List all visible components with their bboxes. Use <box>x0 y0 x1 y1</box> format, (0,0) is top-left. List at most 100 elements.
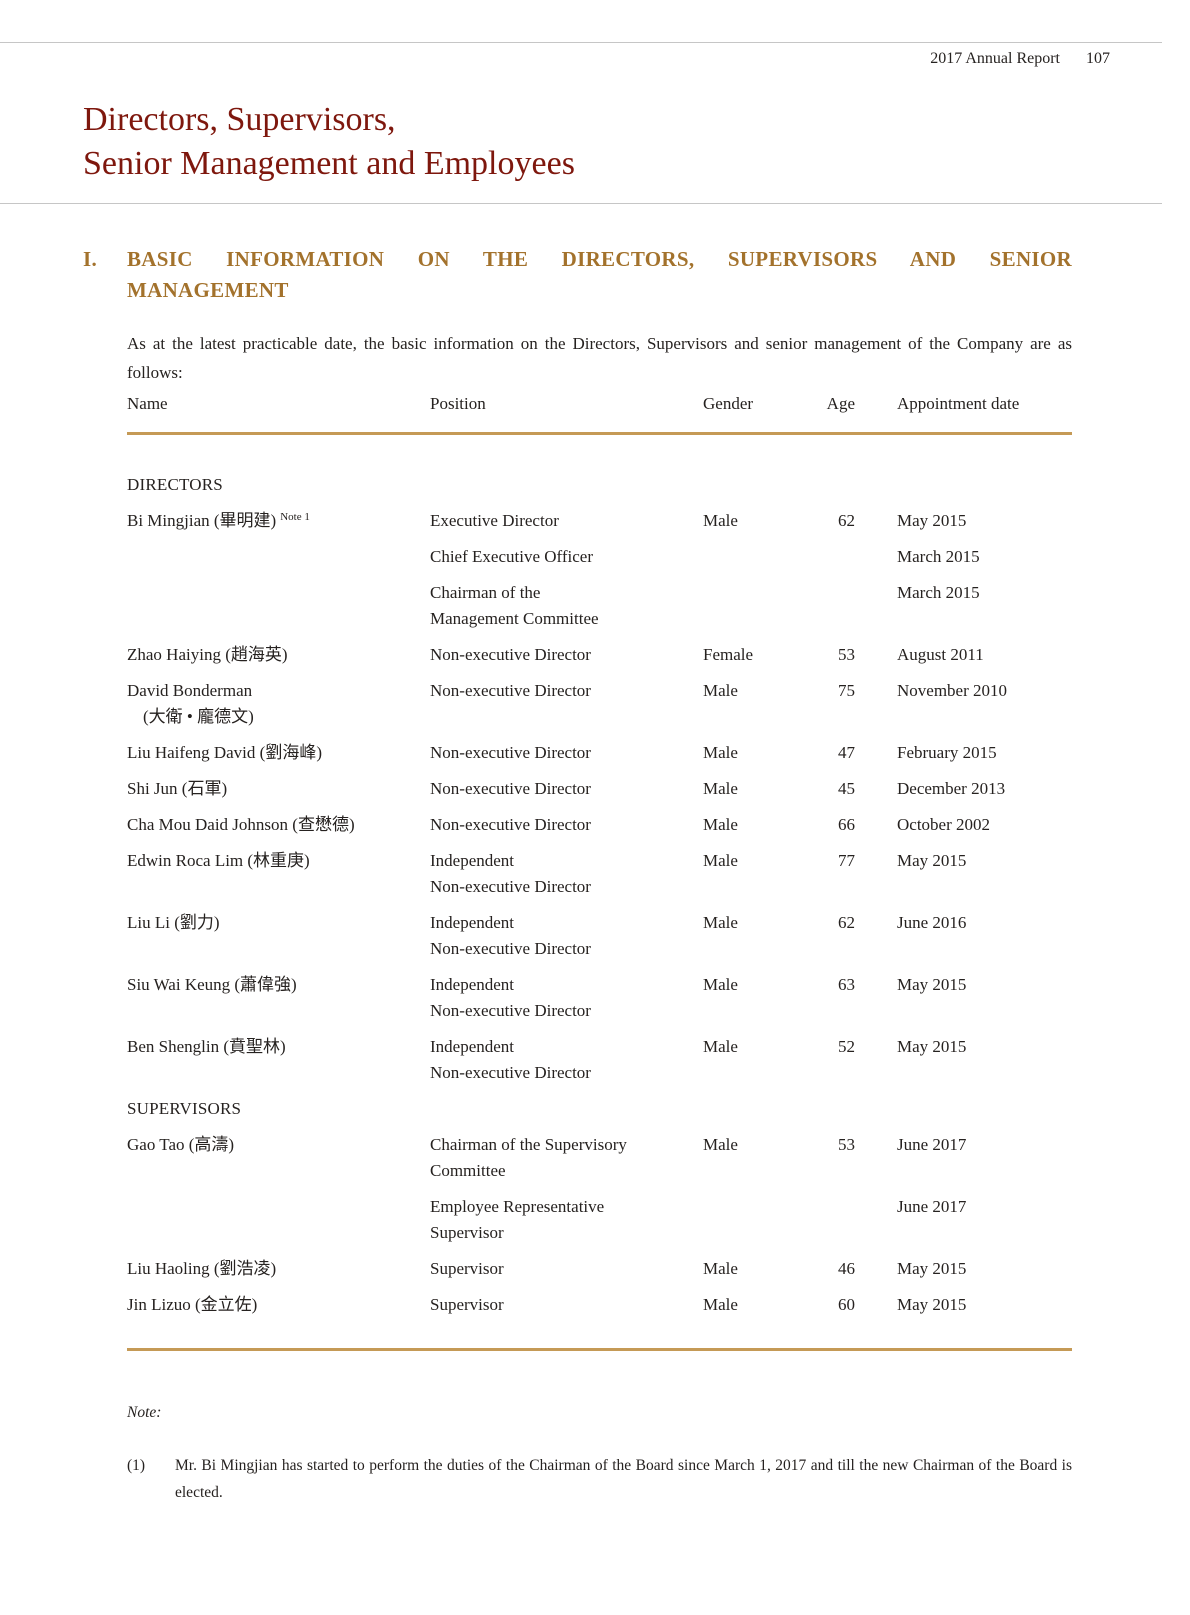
position-cell: Non-executive Director <box>430 743 591 762</box>
table-header-row: Name Position Gender Age Appointment dat… <box>127 392 1072 416</box>
table-row: Employee Representative Supervisor June 20… <box>127 1194 1072 1246</box>
appointment-date-cell: May 2015 <box>897 1295 967 1314</box>
section-heading-line-1: BASIC INFORMATION ON THE DIRECTORS, SUPE… <box>127 247 1072 271</box>
table-section-label: DIRECTORS <box>127 475 223 494</box>
note-item: (1) Mr. Bi Mingjian has started to perfo… <box>127 1452 1072 1506</box>
position-cell: Employee Representative Supervisor <box>430 1197 605 1242</box>
gender-cell <box>703 580 800 632</box>
name-cell: Liu Haoling (劉浩凌) <box>127 1259 277 1278</box>
appointment-date-cell: June 2017 <box>897 1135 967 1154</box>
name-cell: Shi Jun (石軍) <box>127 779 228 798</box>
page-title-line-2: Senior Management and Employees <box>83 145 575 182</box>
age-cell: 62 <box>838 511 855 530</box>
note-label: Note: <box>127 1404 162 1421</box>
table-row: Liu Haoling (劉浩凌) Supervisor Male 46 May 201… <box>127 1256 1072 1282</box>
gender-cell: Male <box>703 975 738 994</box>
name-cell: Cha Mou Daid Johnson (查懋德) <box>127 815 355 834</box>
table-row: Bi Mingjian (畢明建) Note 1 Executive Directo… <box>127 508 1072 534</box>
table-row: Shi Jun (石軍) Non-executive Director Male 45… <box>127 776 1072 802</box>
name-cell: Ben Shenglin (賁聖林) <box>127 1037 286 1056</box>
position-cell: Non-executive Director <box>430 681 591 700</box>
column-header-position: Position <box>430 394 486 413</box>
age-cell: 60 <box>838 1295 855 1314</box>
appointment-date-cell: October 2002 <box>897 815 991 834</box>
position-cell: Independent Non-executive Director <box>430 913 591 958</box>
appointment-date-cell: March 2015 <box>897 583 980 602</box>
section-basic-information: I. BASIC INFORMATION ON THE DIRECTORS, S… <box>83 244 1072 387</box>
gender-cell: Male <box>703 1037 738 1056</box>
table-section-label: SUPERVISORS <box>127 1099 242 1118</box>
table-row: Ben Shenglin (賁聖林) Independent Non-executi… <box>127 1034 1072 1086</box>
top-divider <box>0 42 1162 43</box>
appointment-date-cell: May 2015 <box>897 851 967 870</box>
gender-cell: Male <box>703 913 738 932</box>
gender-cell: Male <box>703 681 738 700</box>
name-cell <box>127 544 430 570</box>
table-row: Siu Wai Keung (蕭偉強) Independent Non-execut… <box>127 972 1072 1024</box>
gender-cell: Male <box>703 779 738 798</box>
position-cell: Chairman of the Management Committee <box>430 583 599 628</box>
directors-table: Name Position Gender Age Appointment dat… <box>127 392 1072 1351</box>
table-row: Chairman of the Management Committee March… <box>127 580 1072 632</box>
name-cell: Liu Haifeng David (劉海峰) <box>127 743 322 762</box>
age-cell <box>800 1194 855 1246</box>
page-header: 2017 Annual Report 107 <box>930 50 1110 68</box>
age-cell: 66 <box>838 815 855 834</box>
name-cell: Zhao Haiying (趙海英) <box>127 645 288 664</box>
age-cell: 46 <box>838 1259 855 1278</box>
gender-cell: Male <box>703 851 738 870</box>
age-cell: 45 <box>838 779 855 798</box>
note-text: Mr. Bi Mingjian has started to perform t… <box>175 1457 1072 1501</box>
table-header-rule <box>127 432 1072 435</box>
table-row: Gao Tao (高濤) Chairman of the Supervisory C… <box>127 1132 1072 1184</box>
section-heading-text: BASIC INFORMATION ON THE DIRECTORS, SUPE… <box>127 244 1072 306</box>
age-cell <box>800 544 855 570</box>
table-row: David Bonderman (大衛 • 龐德文) Non-executive D… <box>127 678 1072 730</box>
gender-cell: Male <box>703 1259 738 1278</box>
table-row: Liu Haifeng David (劉海峰) Non-executive Dir… <box>127 740 1072 766</box>
appointment-date-cell: May 2015 <box>897 511 967 530</box>
table-row: Chief Executive Officer March 2015 <box>127 544 1072 570</box>
appointment-date-cell: June 2017 <box>897 1197 967 1216</box>
position-cell: Executive Director <box>430 511 559 530</box>
name-cell: Edwin Roca Lim (林重庚) <box>127 851 310 870</box>
table-bottom-rule <box>127 1348 1072 1351</box>
name-cell: Gao Tao (高濤) <box>127 1135 235 1154</box>
report-title: 2017 Annual Report <box>930 50 1060 67</box>
appointment-date-cell: February 2015 <box>897 743 997 762</box>
age-cell <box>800 580 855 632</box>
gender-cell: Female <box>703 645 754 664</box>
age-cell: 63 <box>838 975 855 994</box>
column-header-gender: Gender <box>703 394 754 413</box>
appointment-date-cell: June 2016 <box>897 913 967 932</box>
appointment-date-cell: August 2011 <box>897 645 984 664</box>
column-header-name: Name <box>127 394 168 413</box>
column-header-age: Age <box>826 394 855 413</box>
notes-section: Note: (1) Mr. Bi Mingjian has started to… <box>127 1402 1072 1506</box>
appointment-date-cell: November 2010 <box>897 681 1008 700</box>
age-cell: 52 <box>838 1037 855 1056</box>
position-cell: Independent Non-executive Director <box>430 975 591 1020</box>
gender-cell <box>703 544 800 570</box>
age-cell: 75 <box>838 681 855 700</box>
column-header-appointment-date: Appointment date <box>897 394 1020 413</box>
table-row: Jin Lizuo (金立佐) Supervisor Male 60 May 2015 <box>127 1292 1072 1318</box>
gender-cell: Male <box>703 743 738 762</box>
position-cell: Chief Executive Officer <box>430 547 594 566</box>
appointment-date-cell: March 2015 <box>897 547 980 566</box>
gender-cell <box>703 1194 800 1246</box>
age-cell: 47 <box>838 743 855 762</box>
section-heading: I. BASIC INFORMATION ON THE DIRECTORS, S… <box>83 244 1072 306</box>
gender-cell: Male <box>703 1135 738 1154</box>
table-row: Liu Li (劉力) Independent Non-executive Dire… <box>127 910 1072 962</box>
position-cell: Non-executive Director <box>430 779 591 798</box>
gender-cell: Male <box>703 815 738 834</box>
section-heading-line-2: MANAGEMENT <box>127 278 289 302</box>
position-cell: Supervisor <box>430 1259 504 1278</box>
note-reference-superscript: Note 1 <box>280 511 310 523</box>
position-cell: Independent Non-executive Director <box>430 1037 591 1082</box>
gender-cell: Male <box>703 1295 738 1314</box>
section-numeral: I. <box>83 247 98 271</box>
name-cell: Siu Wai Keung (蕭偉強) <box>127 975 297 994</box>
